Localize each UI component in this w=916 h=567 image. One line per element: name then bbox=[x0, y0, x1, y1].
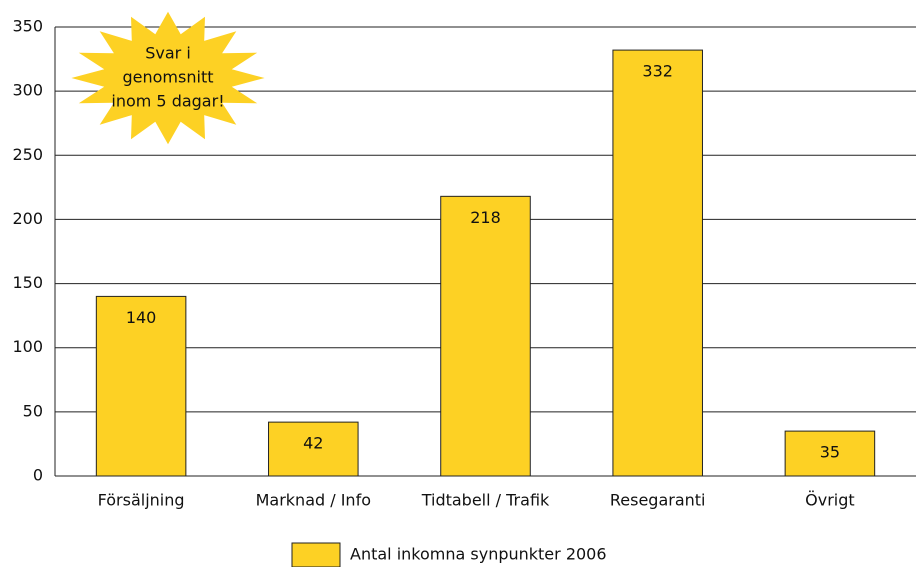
x-tick-label: Övrigt bbox=[805, 491, 855, 510]
annotation-text: inom 5 dagar! bbox=[111, 92, 224, 111]
annotation-text: Svar i bbox=[145, 44, 191, 63]
y-tick-label: 0 bbox=[33, 466, 43, 485]
bar bbox=[268, 421, 359, 477]
bar bbox=[440, 195, 531, 477]
legend-swatch bbox=[291, 542, 341, 567]
value-label: 35 bbox=[820, 443, 840, 462]
y-tick-label: 150 bbox=[12, 273, 43, 292]
annotation-text: genomsnitt bbox=[123, 68, 214, 87]
value-label: 332 bbox=[642, 62, 673, 81]
y-tick-label: 250 bbox=[12, 145, 43, 164]
y-tick-label: 300 bbox=[12, 81, 43, 100]
x-tick-label: Marknad / Info bbox=[256, 491, 371, 510]
bar bbox=[784, 430, 876, 477]
bar bbox=[612, 49, 703, 477]
starburst bbox=[71, 11, 265, 145]
y-tick-label: 50 bbox=[23, 401, 43, 420]
legend-label: Antal inkomna synpunkter 2006 bbox=[350, 545, 607, 564]
y-tick-label: 200 bbox=[12, 209, 43, 228]
value-label: 218 bbox=[470, 208, 501, 227]
y-tick-label: 350 bbox=[12, 17, 43, 36]
value-label: 42 bbox=[303, 434, 323, 453]
y-tick-label: 100 bbox=[12, 337, 43, 356]
x-tick-label: Försäljning bbox=[98, 491, 185, 510]
x-tick-label: Resegaranti bbox=[610, 491, 706, 510]
value-label: 140 bbox=[126, 308, 157, 327]
bar bbox=[95, 295, 187, 477]
x-tick-label: Tidtabell / Trafik bbox=[421, 491, 550, 510]
